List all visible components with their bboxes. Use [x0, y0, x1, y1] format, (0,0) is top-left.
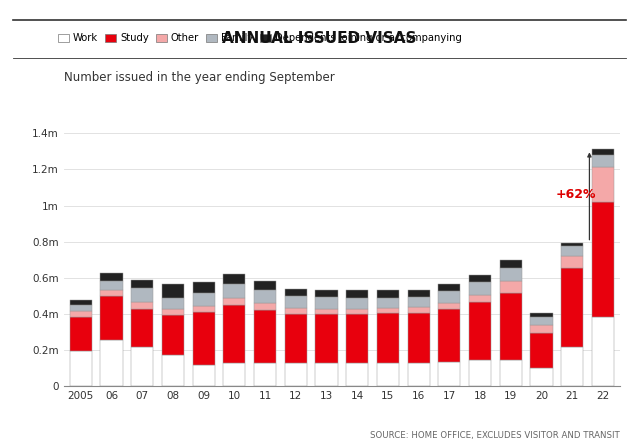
Bar [100, 296, 123, 340]
Bar [469, 282, 491, 295]
Bar [438, 284, 461, 291]
Bar [592, 150, 614, 155]
Bar [408, 290, 429, 297]
Bar [469, 275, 491, 282]
Bar [469, 360, 491, 386]
Text: SOURCE: HOME OFFICE, EXCLUDES VISITOR AND TRANSIT: SOURCE: HOME OFFICE, EXCLUDES VISITOR AN… [370, 431, 620, 440]
Bar [254, 310, 276, 363]
Bar [377, 298, 399, 308]
Bar [377, 308, 399, 313]
Bar [561, 246, 583, 256]
Bar [285, 363, 307, 386]
Bar [500, 293, 522, 360]
Bar [131, 280, 153, 288]
Bar [408, 307, 429, 313]
Bar [346, 314, 368, 363]
Bar [438, 362, 461, 386]
Bar [192, 293, 215, 306]
Text: ANNUAL ISSUED VISAS: ANNUAL ISSUED VISAS [222, 32, 417, 46]
Bar [500, 268, 522, 281]
Bar [192, 365, 215, 386]
Bar [223, 305, 245, 363]
Bar [500, 260, 522, 268]
Bar [70, 300, 92, 305]
Bar [192, 312, 215, 365]
Bar [162, 309, 184, 315]
Bar [316, 289, 337, 297]
Bar [192, 282, 215, 293]
Text: +62%: +62% [555, 188, 596, 201]
Bar [162, 355, 184, 386]
Bar [254, 290, 276, 303]
Bar [131, 309, 153, 347]
Bar [192, 306, 215, 312]
Bar [223, 284, 245, 298]
Bar [408, 297, 429, 307]
Bar [377, 363, 399, 386]
Bar [100, 340, 123, 386]
Bar [254, 281, 276, 290]
Legend: Work, Study, Other, Family, Dependents joining or accompanying: Work, Study, Other, Family, Dependents j… [58, 33, 462, 43]
Bar [530, 368, 553, 386]
Bar [316, 363, 337, 386]
Bar [285, 308, 307, 314]
Bar [438, 303, 461, 309]
Bar [131, 302, 153, 309]
Bar [530, 325, 553, 333]
Bar [285, 314, 307, 363]
Bar [500, 360, 522, 386]
Bar [285, 296, 307, 308]
Bar [285, 289, 307, 296]
Bar [561, 347, 583, 386]
Bar [346, 363, 368, 386]
Bar [70, 305, 92, 311]
Bar [438, 291, 461, 303]
Bar [500, 281, 522, 293]
Bar [70, 311, 92, 317]
Bar [100, 281, 123, 290]
Bar [377, 313, 399, 363]
Bar [469, 295, 491, 302]
Bar [346, 298, 368, 309]
Bar [70, 351, 92, 386]
Bar [438, 309, 461, 362]
Bar [223, 298, 245, 305]
Bar [100, 290, 123, 296]
Text: Number issued in the year ending September: Number issued in the year ending Septemb… [64, 71, 335, 84]
Bar [408, 313, 429, 363]
Bar [131, 288, 153, 302]
Bar [530, 317, 553, 325]
Bar [223, 274, 245, 284]
Bar [254, 363, 276, 386]
Bar [346, 290, 368, 298]
Bar [131, 347, 153, 386]
Bar [592, 155, 614, 166]
Bar [316, 297, 337, 309]
Bar [408, 363, 429, 386]
Bar [377, 290, 399, 298]
Bar [316, 309, 337, 314]
Bar [561, 242, 583, 246]
Bar [469, 302, 491, 360]
Bar [346, 309, 368, 314]
Bar [592, 202, 614, 317]
Bar [530, 333, 553, 368]
Bar [530, 313, 553, 317]
Bar [223, 363, 245, 386]
Bar [70, 317, 92, 351]
Bar [561, 268, 583, 347]
Bar [316, 314, 337, 363]
Bar [162, 297, 184, 309]
Bar [162, 315, 184, 355]
Bar [254, 303, 276, 310]
Bar [592, 317, 614, 386]
Bar [561, 256, 583, 268]
Bar [592, 166, 614, 202]
Bar [162, 284, 184, 298]
Bar [100, 274, 123, 281]
